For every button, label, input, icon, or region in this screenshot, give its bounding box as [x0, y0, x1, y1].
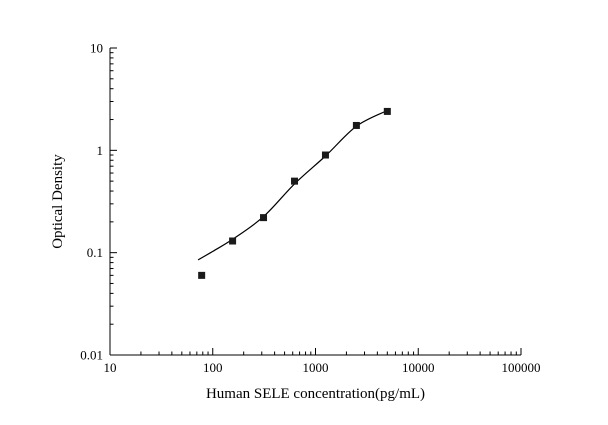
data-point-marker [198, 271, 206, 279]
y-tick-label: 0.1 [87, 245, 103, 260]
x-axis-title: Human SELE concentration(pg/mL) [206, 386, 425, 402]
y-axis-title: Optical Density [50, 154, 66, 249]
data-point-marker [260, 214, 268, 222]
data-point-marker [352, 121, 360, 129]
x-tick-label: 100000 [502, 360, 541, 375]
x-tick-label: 1000 [303, 360, 329, 375]
y-tick-label: 0.01 [80, 348, 103, 363]
y-tick-label: 10 [90, 41, 103, 56]
data-point-marker [321, 151, 329, 159]
data-point-marker [383, 107, 391, 115]
y-tick-label: 1 [97, 143, 104, 158]
x-tick-label: 10000 [402, 360, 435, 375]
data-point-marker [291, 177, 299, 185]
x-tick-label: 10 [104, 360, 117, 375]
data-point-marker [229, 237, 237, 245]
x-tick-label: 100 [203, 360, 223, 375]
